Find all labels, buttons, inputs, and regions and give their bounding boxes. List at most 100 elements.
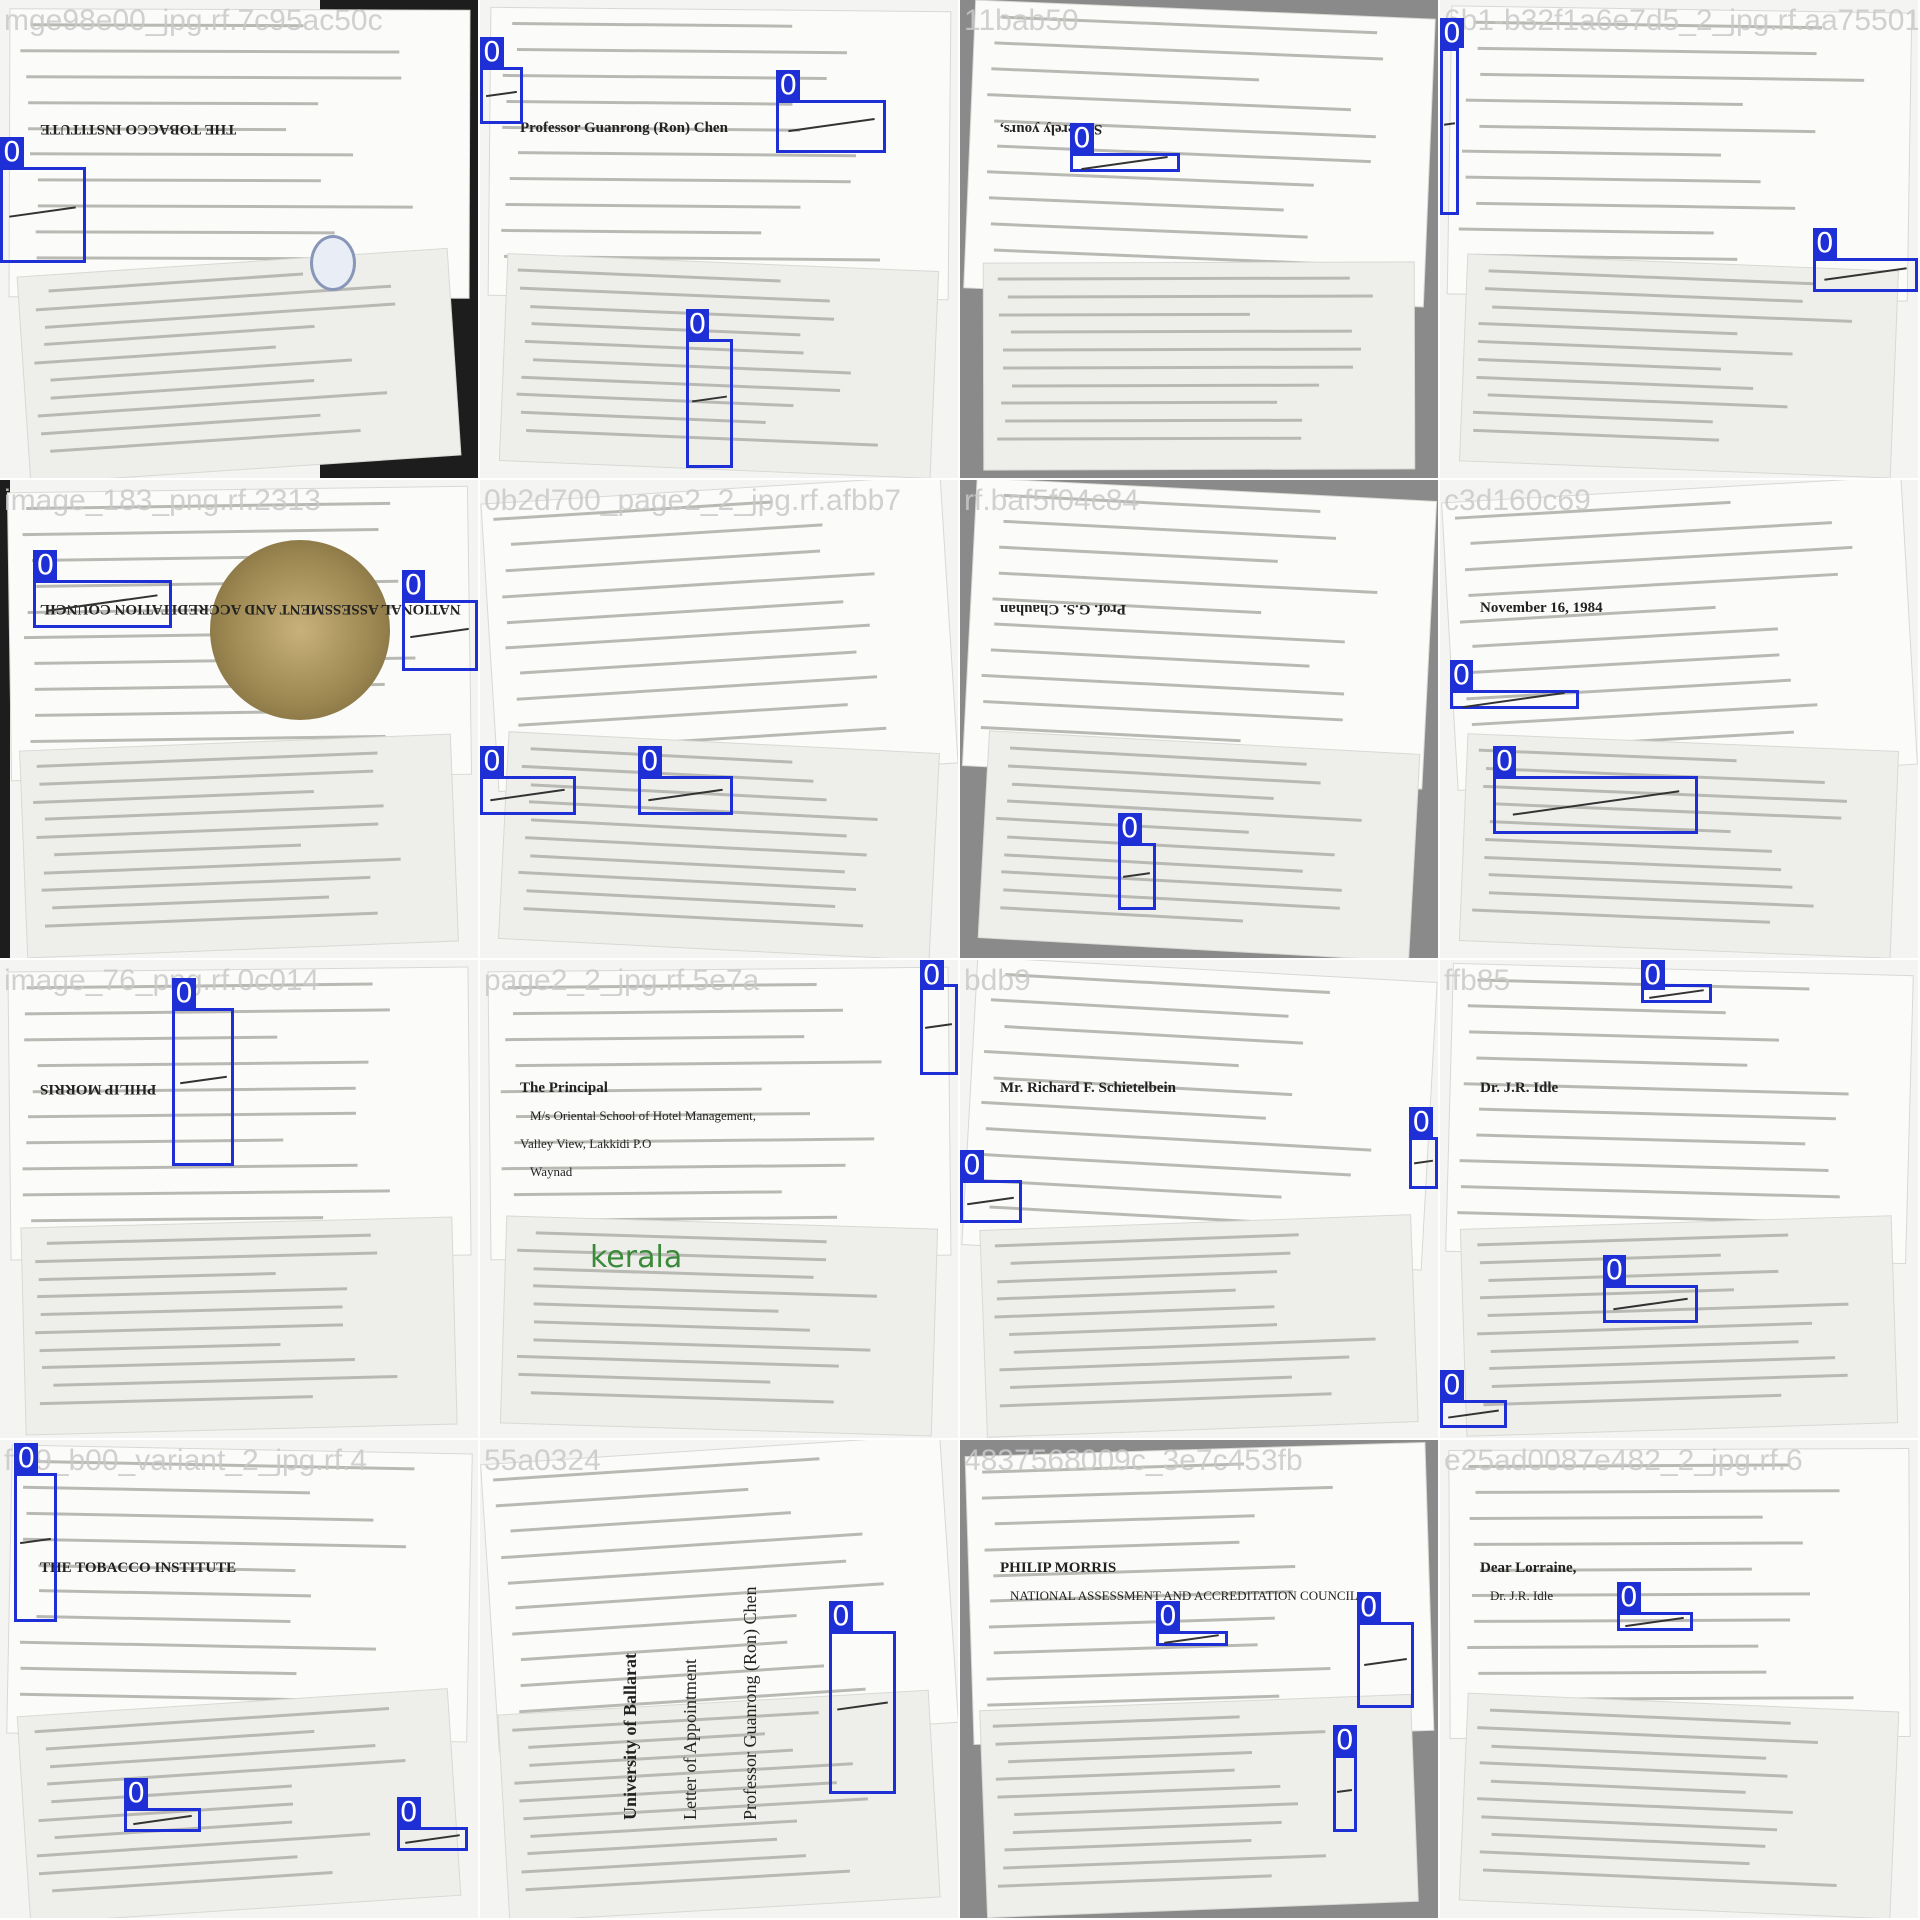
text-line (1477, 322, 1738, 336)
text-line (509, 176, 851, 184)
text-line (1012, 383, 1319, 387)
class-label-tag: 0 (1602, 1255, 1627, 1286)
tile-filename: 6b1-b32f1a6e7d5_2_jpg.rf.aa75501 (1444, 4, 1918, 37)
signature-scribble (485, 90, 518, 98)
text-line (50, 428, 361, 453)
text-line (1488, 269, 1814, 286)
text-line (998, 312, 1250, 316)
text-line (1463, 653, 1780, 675)
text-line (36, 1287, 347, 1299)
text-line (1479, 1761, 1788, 1778)
class-label-tag: 0 (480, 746, 504, 777)
signature-scribble (836, 1701, 888, 1711)
text-line (36, 1614, 290, 1623)
class-label-tag: 0 (776, 70, 801, 101)
text-line (984, 1126, 1371, 1152)
text-line (1004, 972, 1330, 994)
text-line (1479, 72, 1864, 82)
text-line (517, 870, 856, 892)
document-text: Mr. Richard F. Schietelbein (1000, 1080, 1176, 1096)
text-line (519, 650, 856, 675)
text-line (1478, 357, 1721, 371)
text-line (1478, 748, 1737, 763)
class-label-tag: 0 (1812, 228, 1837, 259)
text-line (983, 1539, 1239, 1551)
tile-filename: ffc9_b00_variant_2_jpg.rf.4 (4, 1444, 368, 1477)
logo-emblem (310, 235, 356, 291)
text-line (527, 1837, 777, 1856)
text-line (1488, 1269, 1779, 1282)
text-line (1484, 837, 1773, 853)
tile-1: THE TOBACCO INSTITUTE mge98e00_jpg.rf.7c9… (0, 0, 478, 478)
text-line (529, 1818, 797, 1838)
class-label-tag: 0 (14, 1443, 39, 1474)
class-label-tag: 0 (1332, 1725, 1357, 1756)
class-label-tag: 0 (1616, 1582, 1641, 1613)
document-text: kerala (590, 1240, 683, 1275)
text-line (980, 1100, 1266, 1120)
class-label-tag: 0 (124, 1778, 149, 1809)
text-line (1464, 175, 1761, 184)
class-label-tag: 0 (1640, 960, 1665, 990)
signature-bounding-box (14, 1473, 58, 1622)
text-line (1479, 123, 1815, 133)
text-line (530, 818, 847, 838)
tile-2: Professor Guanrong (Ron) Chen 0 0 0 (480, 0, 958, 478)
signature-scribble (1625, 1616, 1685, 1628)
document-text: The Principal (520, 1080, 608, 1096)
text-line (1491, 1832, 1766, 1848)
text-line (519, 1663, 824, 1687)
document-text: Waynad (530, 1164, 573, 1179)
text-line (1478, 339, 1793, 356)
text-line (1007, 294, 1373, 299)
text-line (20, 48, 400, 53)
document-text: Prof. G.S. Chauhan (1000, 601, 1127, 617)
signature-scribble (1512, 790, 1679, 817)
signature-bounding-box (919, 983, 958, 1075)
tile-filename: e25ad0087e482_2_jpg.rf.6 (1444, 1444, 1803, 1477)
document-text: Professor Guanrong (Ron) Chen (740, 1586, 760, 1820)
signature-bounding-box (480, 66, 524, 125)
signature-bounding-box (124, 1808, 201, 1832)
document-text: PHILIP MORRIS (1000, 1560, 1117, 1576)
text-line (49, 358, 352, 382)
class-label-tag: 0 (1155, 1601, 1180, 1632)
document-page (17, 248, 461, 478)
signature-bounding-box (828, 1631, 896, 1794)
text-line (41, 1358, 356, 1370)
text-line (998, 544, 1278, 563)
text-line (31, 1215, 323, 1222)
text-line (504, 1034, 804, 1041)
class-label-tag: 0 (401, 569, 426, 600)
text-line (1002, 888, 1340, 910)
document-text: PHILIP MORRIS (40, 1081, 157, 1097)
signature-bounding-box (1602, 1285, 1699, 1324)
text-line (1010, 329, 1352, 334)
text-line (524, 339, 804, 355)
tile-filename: page2_2_jpg.rf.5e7a (484, 964, 760, 997)
document-text: NATIONAL ASSESSMENT AND ACCREDITATION CO… (1010, 1588, 1358, 1603)
signature-scribble (1081, 155, 1169, 170)
text-line (1483, 1393, 1781, 1406)
text-line (51, 1784, 292, 1804)
text-line (1488, 1356, 1835, 1371)
signature-scribble (1164, 1634, 1220, 1644)
signature-scribble (1337, 1789, 1353, 1794)
text-line (997, 1784, 1280, 1799)
text-line (978, 1152, 1351, 1177)
text-line (533, 1302, 779, 1313)
text-line (520, 286, 830, 303)
text-line (1477, 1725, 1819, 1744)
text-line (36, 751, 378, 768)
text-line (25, 1138, 283, 1145)
class-label-tag: 0 (960, 1149, 984, 1180)
text-line (520, 1854, 806, 1874)
document-page (1460, 1216, 1898, 1436)
text-line (512, 1711, 819, 1732)
text-line (994, 1233, 1299, 1248)
text-line (981, 1178, 1282, 1199)
text-line (1007, 799, 1362, 822)
text-line (527, 1731, 765, 1749)
text-line (40, 1305, 343, 1316)
text-line (52, 895, 330, 910)
